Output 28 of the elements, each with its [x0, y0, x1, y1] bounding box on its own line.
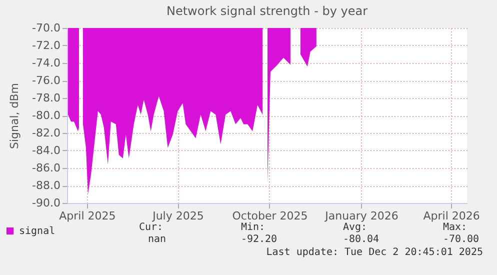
- y-tick-label: -76.0: [32, 74, 60, 87]
- text: -80.04: [342, 234, 380, 245]
- y-tick-label: -84.0: [32, 144, 60, 157]
- chart-title: Network signal strength - by year: [166, 4, 368, 18]
- x-tick-label: October 2025: [232, 210, 308, 222]
- text: nan: [148, 234, 166, 245]
- y-tick-label: -74.0: [32, 56, 60, 70]
- y-tick-label: -70.0: [32, 22, 60, 34]
- text: Last update: Tue Dec 2 20:45:01 2025: [266, 247, 483, 258]
- y-tick-label: -86.0: [32, 162, 60, 174]
- x-tick-label: April 2026: [423, 210, 480, 222]
- x-tick-label: July 2025: [152, 210, 204, 222]
- x-tick-label: April 2025: [59, 210, 116, 222]
- text: -92.20: [240, 234, 278, 245]
- y-axis-title: Signal, dBm: [8, 82, 22, 150]
- y-tick-label: -78.0: [32, 92, 60, 104]
- text: Avg:: [342, 222, 368, 233]
- text: Cur:: [138, 222, 164, 233]
- y-tick-label: -72.0: [32, 39, 60, 52]
- y-tick-label: -82.0: [32, 126, 60, 140]
- text: Min:: [240, 222, 266, 233]
- y-tick-label: -88.0: [32, 179, 60, 192]
- x-tick-label: January 2026: [324, 210, 398, 222]
- y-tick-label: -80.0: [32, 109, 60, 122]
- text: -70.00: [442, 234, 480, 245]
- text: Max:: [442, 222, 468, 233]
- y-tick-label: -90.0: [32, 196, 60, 210]
- legend-label: signal: [19, 226, 56, 237]
